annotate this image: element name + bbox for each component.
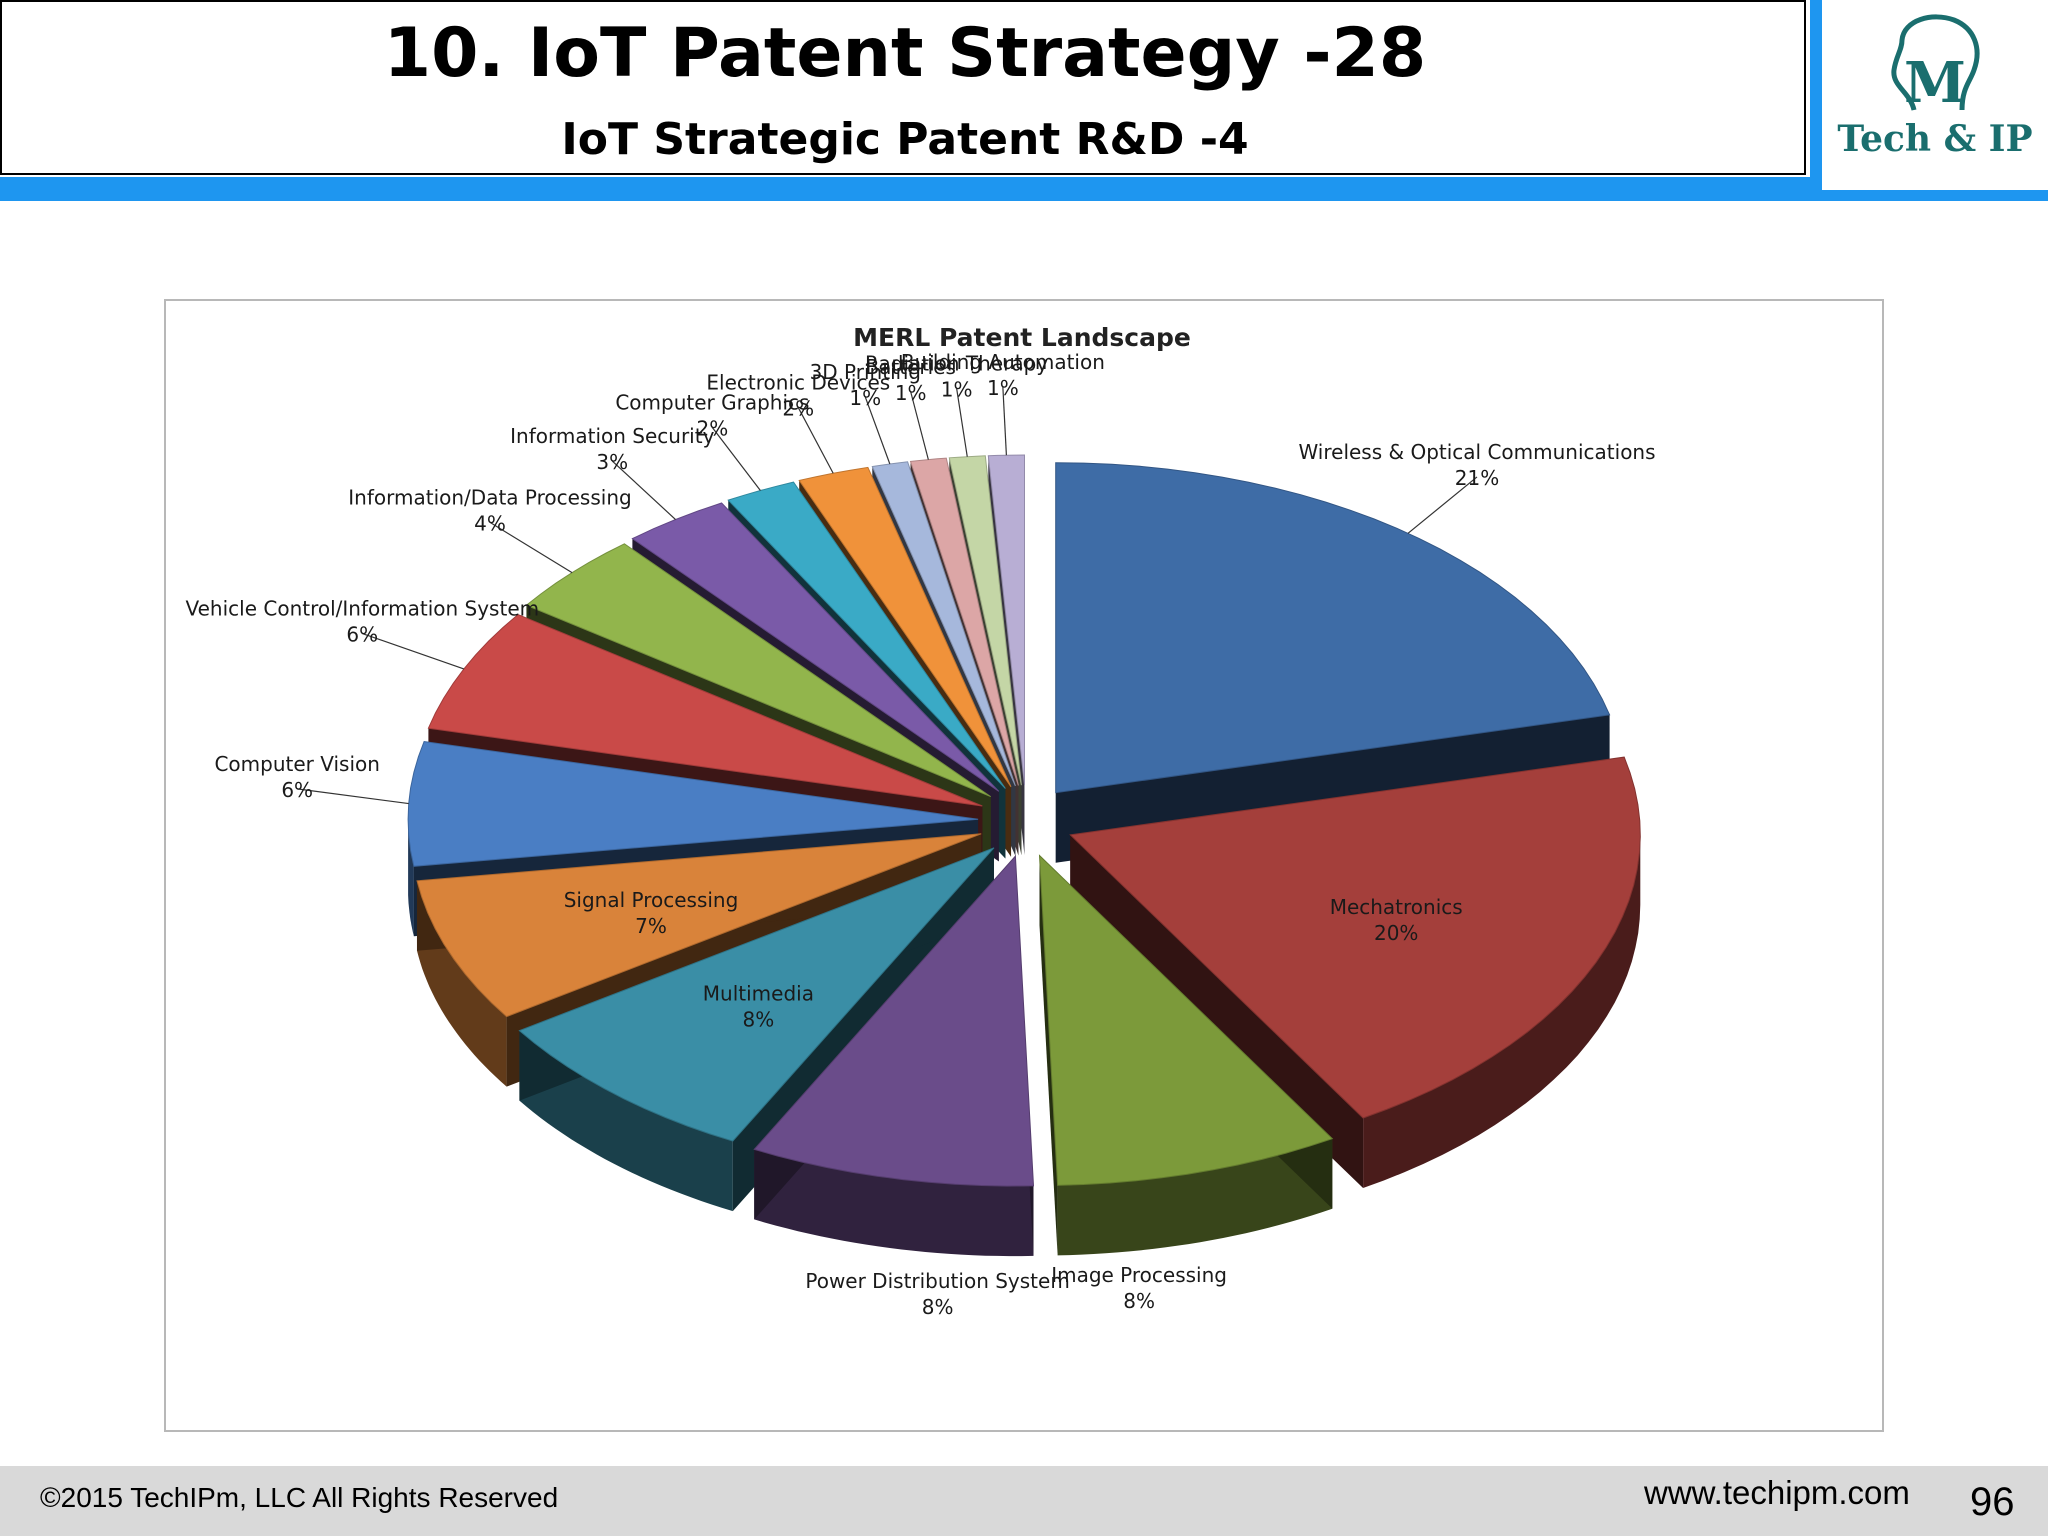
leader-lines: [297, 386, 1478, 805]
title-box: 10. IoT Patent Strategy -28 IoT Strategi…: [0, 0, 1806, 175]
slice-batteries: [909, 457, 1019, 786]
slide-subtitle: IoT Strategic Patent R&D -4: [561, 114, 1249, 165]
slice-multimedia: [518, 847, 995, 1142]
data-label-batteries: Batteries 1%: [865, 355, 955, 405]
leader-line-building-automation: [1002, 386, 1007, 456]
page-number: 96: [1970, 1480, 2015, 1524]
leader-line-information-data-processing: [489, 521, 573, 574]
slice-building-automation: [987, 454, 1025, 786]
data-label-computer-vision: Computer Vision 6%: [214, 752, 379, 802]
data-label-image-processing: Image Processing 8%: [1051, 1263, 1227, 1313]
slice-wall-power-distribution-system: [754, 1149, 1034, 1257]
pie-chart: MERL Patent Landscape Wireless & Optical…: [185, 323, 1655, 1319]
slice-mechatronics: [1069, 756, 1641, 1119]
data-label-information-security: Information Security 3%: [510, 424, 714, 474]
data-label-wireless-optical-communications: Wireless & Optical Communications 21%: [1298, 440, 1655, 490]
data-label-vehicle-control-information-system: Vehicle Control/Information System 6%: [185, 597, 539, 647]
slice-top-layer: [407, 454, 1641, 1187]
leader-line-information-security: [611, 460, 676, 520]
data-label-electronic-devices: Electronic Devices 2%: [706, 371, 890, 421]
slice-side-image-processing-1: [1039, 855, 1058, 1256]
data-label-mechatronics: Mechatronics 20%: [1330, 895, 1463, 945]
data-label-multimedia: Multimedia 8%: [703, 981, 814, 1031]
slide-title: 10. IoT Patent Strategy -28: [383, 14, 1427, 93]
slice-labels: Wireless & Optical Communications 21% Mech…: [185, 350, 1655, 1319]
data-label-computer-graphics: Computer Graphics 2%: [615, 391, 809, 441]
slice-electronic-devices: [798, 466, 1012, 788]
slice-signal-processing: [416, 833, 982, 1018]
slice-wireless-optical-communications: [1055, 462, 1611, 794]
leader-line-computer-vision: [297, 788, 409, 805]
leader-line-electronic-devices: [797, 407, 834, 474]
copyright-text: ©2015 TechIPm, LLC All Rights Reserved: [40, 1482, 559, 1513]
logo: M Tech & IP: [1822, 0, 2048, 190]
website-link[interactable]: www.techipm.com: [1644, 1474, 1910, 1511]
slice-radiation-therapy: [948, 455, 1022, 786]
data-label-radiation-therapy: Radiation Therapy 1%: [865, 352, 1048, 402]
leader-line-batteries: [910, 391, 929, 460]
data-label-power-distribution-system: Power Distribution System 8%: [805, 1269, 1069, 1319]
leader-line-radiation-therapy: [956, 388, 968, 457]
data-label-information-data-processing: Information/Data Processing 4%: [348, 485, 631, 535]
logo-mark: M: [1904, 50, 1966, 116]
leader-line-computer-graphics: [711, 427, 761, 491]
accent-bar-vertical: [1810, 0, 1822, 190]
leader-line-vehicle-control-information-system: [362, 632, 465, 670]
chart-title: MERL Patent Landscape: [853, 323, 1191, 352]
slice-wall-image-processing: [1057, 1138, 1333, 1256]
leader-line-3d-printing: [864, 396, 891, 465]
slice-computer-vision: [407, 740, 979, 867]
logo-text: Tech & IP: [1837, 118, 2033, 160]
slice-power-distribution-system: [753, 854, 1035, 1187]
slice-image-processing: [1038, 854, 1334, 1186]
data-label-building-automation: Building Automation 1%: [901, 350, 1105, 400]
slice-wall-mechatronics: [1363, 834, 1641, 1188]
slice-information-security: [631, 502, 1000, 792]
head-profile-icon: M: [1891, 14, 1980, 116]
slice-wall-computer-vision: [408, 819, 414, 937]
slice-wall-signal-processing: [417, 880, 507, 1087]
footer-bar: [0, 1466, 2048, 1536]
data-label-signal-processing: Signal Processing 7%: [564, 888, 739, 938]
accent-bar: [0, 177, 2048, 201]
data-label-3d-printing: 3D Printing 1%: [810, 360, 921, 410]
leader-line-wireless-optical-communications: [1407, 476, 1478, 534]
chart-frame: MERL Patent Landscape Wireless & Optical…: [164, 299, 1884, 1432]
